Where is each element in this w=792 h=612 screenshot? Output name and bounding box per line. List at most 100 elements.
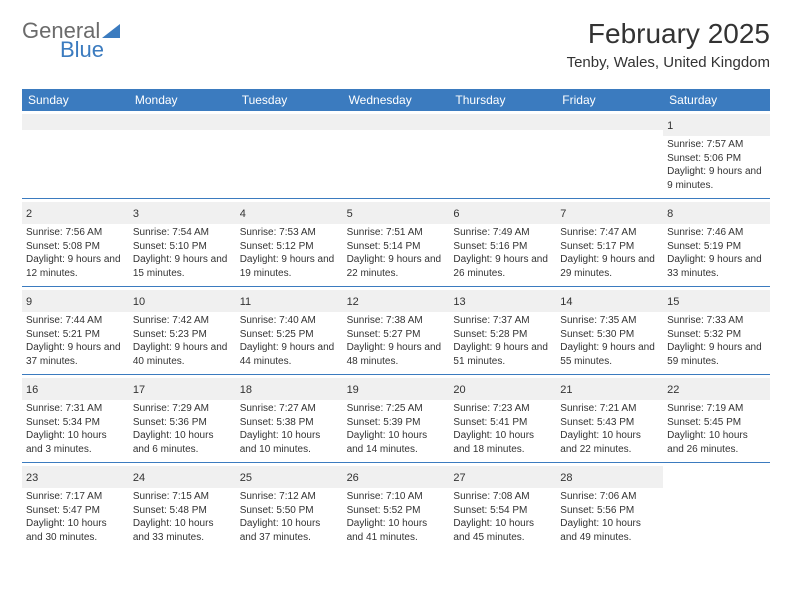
day-cell: 6Sunrise: 7:49 AMSunset: 5:16 PMDaylight… xyxy=(449,199,556,286)
sunset-line: Sunset: 5:50 PM xyxy=(240,505,314,516)
day-number-strip: 26 xyxy=(343,466,450,488)
day-header-row: SundayMondayTuesdayWednesdayThursdayFrid… xyxy=(22,89,770,111)
day-cell xyxy=(236,111,343,198)
sunrise-line: Sunrise: 7:49 AM xyxy=(453,227,529,238)
daylight-line: Daylight: 9 hours and 29 minutes. xyxy=(560,254,655,279)
day-cell: 17Sunrise: 7:29 AMSunset: 5:36 PMDayligh… xyxy=(129,375,236,462)
daylight-line: Daylight: 9 hours and 48 minutes. xyxy=(347,342,442,367)
day-info: Sunrise: 7:44 AMSunset: 5:21 PMDaylight:… xyxy=(26,314,125,368)
day-number-strip: 1 xyxy=(663,114,770,136)
day-cell: 26Sunrise: 7:10 AMSunset: 5:52 PMDayligh… xyxy=(343,463,450,550)
day-number-strip: 4 xyxy=(236,202,343,224)
day-number: 16 xyxy=(26,384,38,396)
day-number: 8 xyxy=(667,208,673,220)
sunrise-line: Sunrise: 7:38 AM xyxy=(347,315,423,326)
daylight-line: Daylight: 10 hours and 10 minutes. xyxy=(240,430,321,455)
sunset-line: Sunset: 5:34 PM xyxy=(26,417,100,428)
sunrise-line: Sunrise: 7:46 AM xyxy=(667,227,743,238)
day-cell xyxy=(343,111,450,198)
day-cell xyxy=(22,111,129,198)
day-number: 24 xyxy=(133,472,145,484)
day-cell: 28Sunrise: 7:06 AMSunset: 5:56 PMDayligh… xyxy=(556,463,663,550)
day-info: Sunrise: 7:10 AMSunset: 5:52 PMDaylight:… xyxy=(347,490,446,544)
sunset-line: Sunset: 5:23 PM xyxy=(133,329,207,340)
day-number: 10 xyxy=(133,296,145,308)
day-number-strip: 15 xyxy=(663,290,770,312)
day-info: Sunrise: 7:37 AMSunset: 5:28 PMDaylight:… xyxy=(453,314,552,368)
day-number: 18 xyxy=(240,384,252,396)
sunrise-line: Sunrise: 7:40 AM xyxy=(240,315,316,326)
day-number: 15 xyxy=(667,296,679,308)
day-info: Sunrise: 7:47 AMSunset: 5:17 PMDaylight:… xyxy=(560,226,659,280)
day-number: 9 xyxy=(26,296,32,308)
empty-strip xyxy=(236,114,343,130)
day-cell: 2 Sunrise: 7:56 AMSunset: 5:08 PMDaylight… xyxy=(22,199,129,286)
empty-strip xyxy=(449,114,556,130)
empty-strip xyxy=(22,114,129,130)
day-cell xyxy=(663,463,770,550)
day-info: Sunrise: 7:23 AMSunset: 5:41 PMDaylight:… xyxy=(453,402,552,456)
day-number: 2 xyxy=(26,208,32,220)
sunrise-line: Sunrise: 7:57 AM xyxy=(667,139,743,150)
location: Tenby, Wales, United Kingdom xyxy=(567,54,770,71)
sunset-line: Sunset: 5:56 PM xyxy=(560,505,634,516)
day-cell: 4Sunrise: 7:53 AMSunset: 5:12 PMDaylight… xyxy=(236,199,343,286)
sunrise-line: Sunrise: 7:33 AM xyxy=(667,315,743,326)
day-info: Sunrise: 7:27 AMSunset: 5:38 PMDaylight:… xyxy=(240,402,339,456)
daylight-line: Daylight: 9 hours and 33 minutes. xyxy=(667,254,762,279)
sunset-line: Sunset: 5:25 PM xyxy=(240,329,314,340)
day-number-strip: 5 xyxy=(343,202,450,224)
day-number: 1 xyxy=(667,120,673,132)
day-number-strip: 7 xyxy=(556,202,663,224)
week-row: 16Sunrise: 7:31 AMSunset: 5:34 PMDayligh… xyxy=(22,374,770,462)
day-number: 22 xyxy=(667,384,679,396)
sunset-line: Sunset: 5:08 PM xyxy=(26,241,100,252)
daylight-line: Daylight: 10 hours and 14 minutes. xyxy=(347,430,428,455)
day-number-strip: 25 xyxy=(236,466,343,488)
header: General Blue February 2025 Tenby, Wales,… xyxy=(22,18,770,71)
day-number: 6 xyxy=(453,208,459,220)
sunset-line: Sunset: 5:14 PM xyxy=(347,241,421,252)
sunrise-line: Sunrise: 7:23 AM xyxy=(453,403,529,414)
daylight-line: Daylight: 10 hours and 45 minutes. xyxy=(453,518,534,543)
day-cell: 14Sunrise: 7:35 AMSunset: 5:30 PMDayligh… xyxy=(556,287,663,374)
empty-strip xyxy=(129,114,236,130)
daylight-line: Daylight: 9 hours and 9 minutes. xyxy=(667,166,762,191)
day-number: 20 xyxy=(453,384,465,396)
sunrise-line: Sunrise: 7:47 AM xyxy=(560,227,636,238)
day-header-cell: Wednesday xyxy=(343,89,450,111)
day-info: Sunrise: 7:56 AMSunset: 5:08 PMDaylight:… xyxy=(26,226,125,280)
day-number: 11 xyxy=(240,296,251,308)
day-number: 3 xyxy=(133,208,139,220)
sunset-line: Sunset: 5:41 PM xyxy=(453,417,527,428)
sunset-line: Sunset: 5:43 PM xyxy=(560,417,634,428)
daylight-line: Daylight: 10 hours and 41 minutes. xyxy=(347,518,428,543)
sunrise-line: Sunrise: 7:15 AM xyxy=(133,491,209,502)
day-number: 21 xyxy=(560,384,572,396)
sunset-line: Sunset: 5:27 PM xyxy=(347,329,421,340)
sunset-line: Sunset: 5:28 PM xyxy=(453,329,527,340)
day-header-cell: Friday xyxy=(556,89,663,111)
day-cell: 13 Sunrise: 7:37 AMSunset: 5:28 PMDayligh… xyxy=(449,287,556,374)
month-title: February 2025 xyxy=(567,18,770,50)
daylight-line: Daylight: 9 hours and 55 minutes. xyxy=(560,342,655,367)
day-cell: 22Sunrise: 7:19 AMSunset: 5:45 PMDayligh… xyxy=(663,375,770,462)
sunset-line: Sunset: 5:39 PM xyxy=(347,417,421,428)
day-number-strip: 10 xyxy=(129,290,236,312)
day-number-strip: 28 xyxy=(556,466,663,488)
daylight-line: Daylight: 10 hours and 30 minutes. xyxy=(26,518,107,543)
day-cell xyxy=(449,111,556,198)
day-cell: 3Sunrise: 7:54 AMSunset: 5:10 PMDaylight… xyxy=(129,199,236,286)
empty-strip xyxy=(556,114,663,130)
day-cell: 21Sunrise: 7:21 AMSunset: 5:43 PMDayligh… xyxy=(556,375,663,462)
day-number: 13 xyxy=(453,296,465,308)
day-cell: 9 Sunrise: 7:44 AMSunset: 5:21 PMDaylight… xyxy=(22,287,129,374)
day-info: Sunrise: 7:35 AMSunset: 5:30 PMDaylight:… xyxy=(560,314,659,368)
day-number: 25 xyxy=(240,472,252,484)
day-number-strip: 22 xyxy=(663,378,770,400)
day-info: Sunrise: 7:57 AMSunset: 5:06 PMDaylight:… xyxy=(667,138,766,192)
daylight-line: Daylight: 10 hours and 22 minutes. xyxy=(560,430,641,455)
sunrise-line: Sunrise: 7:25 AM xyxy=(347,403,423,414)
daylight-line: Daylight: 9 hours and 37 minutes. xyxy=(26,342,121,367)
week-row: 1 Sunrise: 7:57 AMSunset: 5:06 PMDaylight… xyxy=(22,111,770,198)
